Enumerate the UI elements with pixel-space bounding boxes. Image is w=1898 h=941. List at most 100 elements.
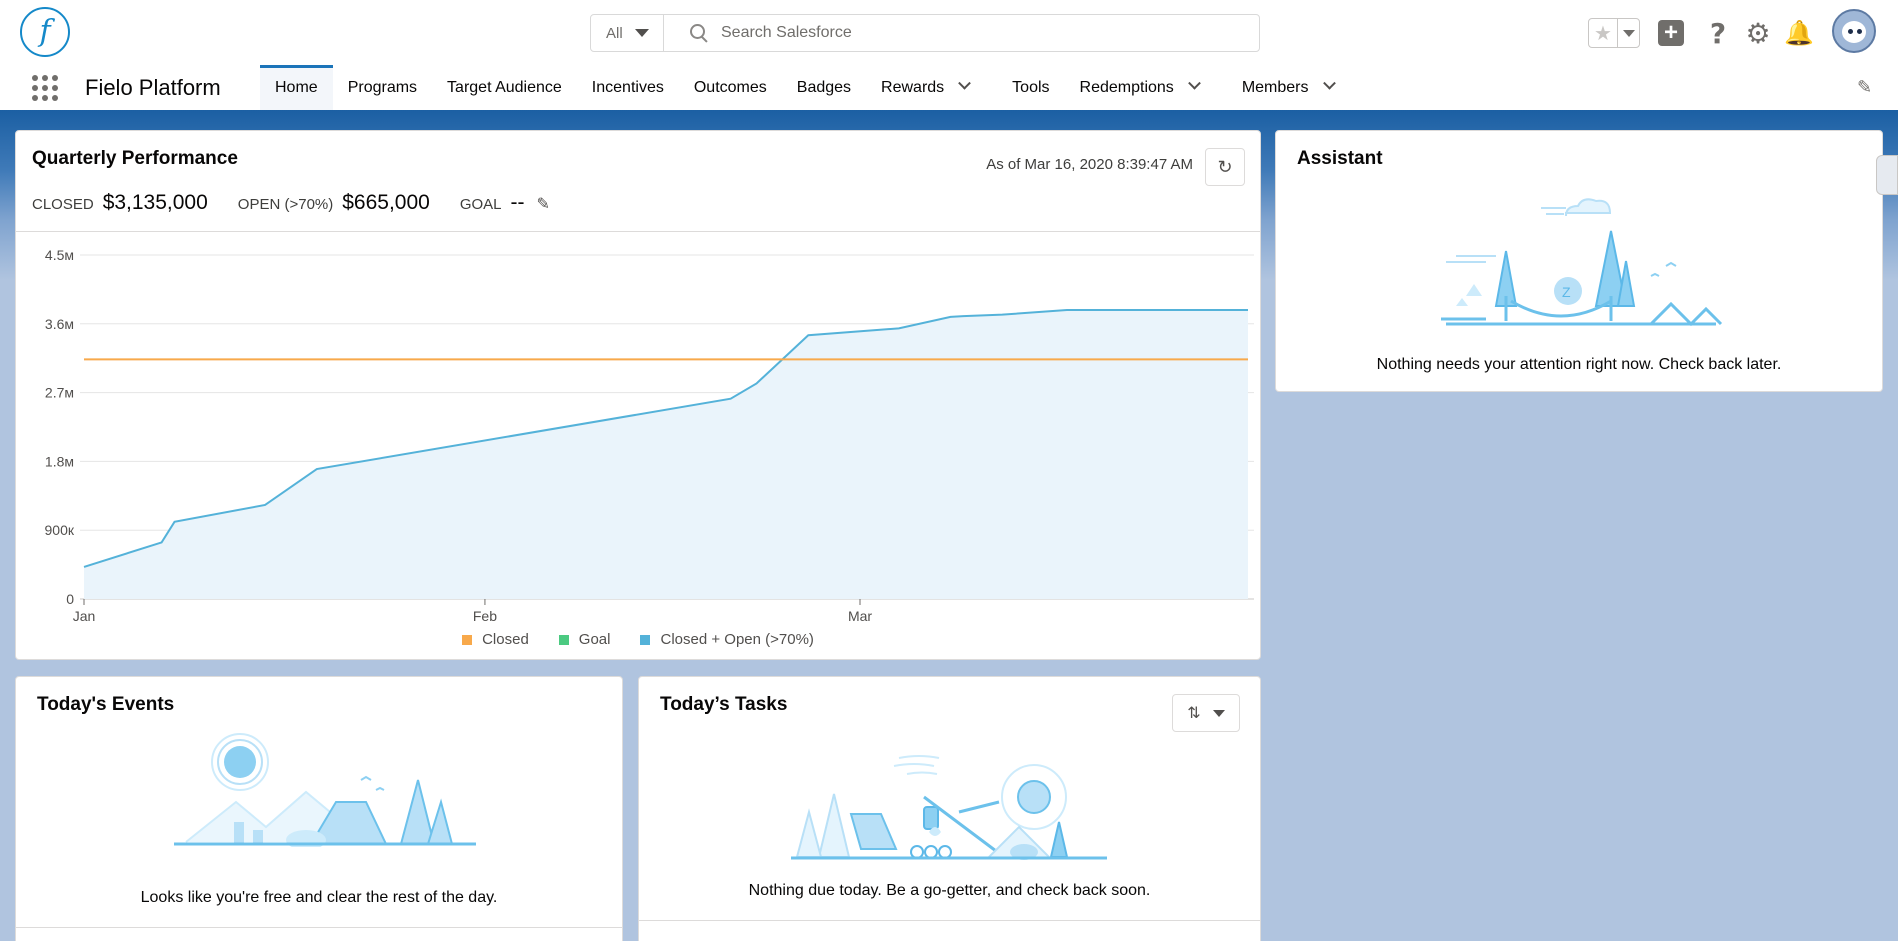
avatar-face	[1842, 21, 1866, 43]
assistant-empty-message: Nothing needs your attention right now. …	[1376, 356, 1782, 373]
divider	[16, 231, 1260, 232]
x-tick-label: Mar	[848, 608, 872, 624]
question-icon: ?	[1709, 16, 1727, 50]
favorite-star-icon[interactable]: ★	[1594, 22, 1612, 45]
refresh-icon: ↻	[1217, 156, 1233, 177]
y-tick-label: 0	[66, 591, 74, 607]
nav-tab-outcomes[interactable]: Outcomes	[679, 65, 782, 110]
nav-tab-rewards[interactable]: Rewards	[866, 65, 997, 110]
quarterly-performance-card: Quarterly Performance CLOSED $3,135,000 …	[15, 130, 1261, 660]
chevron-down-icon[interactable]	[1187, 76, 1201, 90]
chevron-down-icon[interactable]	[1322, 76, 1336, 90]
open-label: OPEN (>70%)	[237, 196, 334, 213]
avatar-eye	[1857, 29, 1862, 34]
global-search: All	[590, 14, 1260, 52]
hammock-illustration: Z	[1441, 198, 1723, 327]
as-of-timestamp: As of Mar 16, 2020 8:39:47 AM	[986, 156, 1193, 173]
legend-label: Closed	[482, 631, 529, 648]
favorites-list-button[interactable]	[1617, 19, 1639, 47]
app-name: Fielo Platform	[85, 75, 221, 100]
bell-icon: 🔔	[1784, 19, 1814, 47]
launcher-dot	[52, 75, 58, 81]
legend-item[interactable]: Closed	[462, 631, 529, 648]
legend-item[interactable]: Closed + Open (>70%)	[640, 631, 814, 648]
campfire-illustration	[791, 755, 1107, 860]
edit-nav-pencil-icon[interactable]: ✎	[1857, 77, 1873, 97]
add-icon: +	[1658, 20, 1684, 46]
user-avatar[interactable]	[1832, 9, 1876, 53]
legend-swatch	[640, 634, 651, 645]
performance-metrics: CLOSED $3,135,000 OPEN (>70%) $665,000 G…	[32, 191, 550, 215]
nav-tab-label: Target Audience	[447, 78, 562, 96]
nav-tab-home[interactable]: Home	[260, 65, 333, 110]
legend-swatch	[558, 634, 569, 645]
nav-tab-label: Members	[1241, 78, 1309, 96]
avatar-eye	[1848, 29, 1853, 34]
search-icon	[689, 23, 709, 43]
nav-tab-label: Badges	[796, 78, 852, 96]
nav-tab-label: Rewards	[881, 78, 945, 96]
svg-text:Z: Z	[1562, 284, 1571, 300]
card-title: Today's Events	[37, 694, 175, 715]
tasks-empty-message: Nothing due today. Be a go-getter, and c…	[748, 882, 1151, 899]
chevron-down-icon[interactable]	[958, 76, 972, 90]
nav-tab-tools[interactable]: Tools	[997, 65, 1064, 110]
goal-value: --	[510, 191, 525, 214]
card-title: Today’s Tasks	[660, 694, 788, 715]
y-tick-label: 4.5м	[45, 247, 74, 263]
launcher-dot	[52, 85, 58, 91]
sort-tasks-button[interactable]: ⇅	[1172, 694, 1240, 732]
legend-label: Closed + Open (>70%)	[660, 631, 814, 648]
notifications-button[interactable]: 🔔	[1784, 19, 1814, 47]
caret-down-icon	[634, 29, 649, 37]
card-title: Assistant	[1297, 148, 1383, 169]
y-tick-label: 2.7м	[45, 385, 74, 401]
open-value: $665,000	[342, 191, 430, 214]
help-button[interactable]: ?	[1704, 16, 1732, 50]
nav-tab-label: Home	[275, 78, 318, 96]
legend-item[interactable]: Goal	[558, 631, 610, 648]
launcher-dot	[32, 85, 38, 91]
card-footer-divider	[16, 927, 622, 928]
quarterly-chart: 0 900к 1.8м 2.7м 3.6м 4.5м Jan Feb Mar	[45, 247, 1254, 624]
nav-tab-redemptions[interactable]: Redemptions	[1065, 65, 1227, 110]
navigation-bar: Fielo Platform Home Programs Target Audien…	[0, 65, 1898, 110]
launcher-dot	[32, 75, 38, 81]
search-scope-dropdown[interactable]: All	[591, 15, 664, 51]
nav-tab-incentives[interactable]: Incentives	[577, 65, 679, 110]
x-tick-label: Jan	[73, 608, 96, 624]
closed-value: $3,135,000	[102, 191, 208, 214]
legend-swatch	[462, 634, 473, 645]
nav-tab-label: Incentives	[591, 78, 664, 96]
refresh-button[interactable]: ↻	[1205, 148, 1245, 186]
nav-tab-members[interactable]: Members	[1227, 65, 1362, 110]
favorites-button-group: ★	[1588, 18, 1640, 48]
card-title: Quarterly Performance	[32, 148, 238, 169]
x-tick-label: Feb	[473, 608, 497, 624]
nav-tab-badges[interactable]: Badges	[782, 65, 866, 110]
chart-legend: Closed Goal Closed + Open (>70%)	[16, 631, 1260, 648]
nav-tab-target-audience[interactable]: Target Audience	[432, 65, 577, 110]
search-input[interactable]	[721, 24, 1171, 42]
app-launcher-button[interactable]	[30, 73, 60, 103]
nav-tab-programs[interactable]: Programs	[333, 65, 432, 110]
sort-icon: ⇅	[1187, 705, 1201, 722]
assistant-card: Assistant Z Nothing needs your attention…	[1275, 130, 1883, 392]
utility-side-tab[interactable]	[1876, 155, 1898, 195]
nav-tab-label: Tools	[1012, 78, 1050, 96]
camping-illustration	[174, 733, 476, 847]
setup-button[interactable]: ⚙	[1744, 18, 1772, 49]
caret-down-icon	[1212, 709, 1225, 717]
y-tick-label: 1.8м	[45, 453, 74, 469]
launcher-dot	[42, 95, 48, 101]
closed-label: CLOSED	[32, 196, 94, 213]
fielo-logo[interactable]: f	[20, 7, 70, 57]
goal-label: GOAL	[459, 196, 502, 213]
global-create-button[interactable]: +	[1657, 19, 1685, 47]
logo-letter: f	[39, 14, 51, 49]
edit-goal-pencil-icon[interactable]: ✎	[536, 196, 550, 213]
todays-tasks-card: Today’s Tasks ⇅ Nothing due today. Be a …	[638, 676, 1261, 941]
launcher-dot	[42, 75, 48, 81]
global-header: f All ★ + ? ⚙ 🔔	[0, 0, 1898, 65]
caret-down-icon	[1622, 29, 1635, 37]
